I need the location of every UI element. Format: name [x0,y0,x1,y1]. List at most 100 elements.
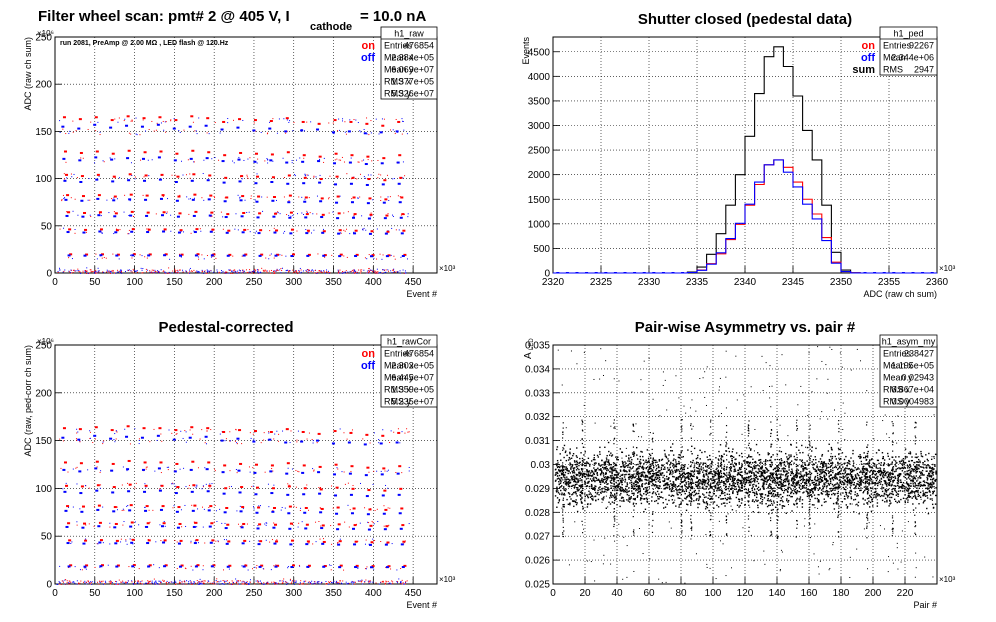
x-tick-label: 2360 [926,277,949,288]
asym-point [635,470,637,472]
asym-point [783,480,785,483]
baseline-dot [191,270,193,272]
event-dot [288,484,290,486]
stats-row-value: 476854 [404,349,434,359]
y-tick-label: 0 [544,269,550,280]
event-dot [250,198,252,200]
event-dot [297,526,299,528]
event-dot [222,579,224,581]
series-off-mark [241,231,245,234]
event-dot [367,174,369,176]
y-tick-label: 0.033 [525,388,550,399]
series-off-mark [236,437,240,440]
series-off-mark [174,181,178,184]
event-dot [280,268,282,270]
asym-point [832,469,834,472]
asym-point [605,466,608,468]
asym-point [715,495,717,497]
event-dot [175,269,177,271]
asym-point [733,481,735,484]
baseline-dot [158,580,160,582]
asym-point [619,470,622,472]
event-dot [76,428,78,430]
series-off-mark [301,160,305,163]
baseline-dot [382,581,384,583]
asym-point [760,468,762,470]
event-dot [346,256,348,258]
asym-point [575,463,577,466]
baseline-dot [337,269,339,271]
asym-point [790,491,792,494]
baseline-dot [387,580,389,582]
asym-point [879,468,882,470]
event-dot [232,255,234,257]
asym-point [602,463,604,466]
asym-point [743,460,746,462]
series-off-mark [128,198,132,201]
asym-point [576,447,578,449]
asym-point [698,463,701,465]
event-dot [253,122,255,124]
baseline-dot [78,582,80,584]
baseline-dot [325,272,327,274]
asym-point [579,479,581,482]
event-dot [320,487,322,489]
asym-point [777,478,779,480]
series-on-mark [194,210,198,213]
asym-point [562,472,564,475]
event-dot [109,580,111,582]
baseline-dot [242,269,244,271]
event-dot [173,505,175,507]
baseline-dot [339,269,341,271]
baseline-dot [141,272,143,274]
asym-point [558,474,561,477]
event-dot [295,486,297,488]
event-dot [135,133,137,135]
baseline-dot [97,581,99,583]
x-tick-label: 2330 [638,277,661,288]
event-dot [250,437,252,439]
asym-point [760,474,762,477]
asym-point [806,473,809,476]
event-dot [149,521,151,523]
asym-point [654,484,656,486]
series-off-mark [145,525,149,528]
series-on-mark [194,521,198,524]
baseline-dot [134,583,136,585]
stats-row-value: 2947 [914,65,934,75]
series-off-mark [398,201,402,204]
baseline-dot [246,583,248,585]
asym-point [666,486,668,489]
stats-row-label: Mean x [384,53,414,63]
baseline-dot [237,581,239,583]
asym-point [753,474,755,476]
x-tick-label: 60 [643,588,655,599]
baseline-dot [314,581,316,583]
asym-point [610,467,613,470]
asym-point [867,489,870,491]
event-dot [275,564,277,566]
baseline-dot [234,269,236,271]
asym-point [570,498,572,500]
baseline-dot [84,582,86,584]
asym-point [836,478,839,480]
event-dot [118,117,120,119]
asym-point [611,494,614,496]
asym-point [670,483,672,485]
asym-point [884,474,886,476]
baseline-dot [403,583,405,585]
asym-point [704,480,706,483]
series-off-mark [336,217,340,220]
asym-point [913,491,915,493]
event-dot [172,482,174,484]
asym-point [579,461,581,464]
asym-point [677,478,680,480]
event-dot [153,130,155,132]
baseline-dot [269,272,271,274]
asym-point [915,471,918,473]
event-dot [400,214,402,216]
series-on-mark [301,120,305,123]
event-dot [372,522,374,524]
asym-point [683,484,686,486]
baseline-dot [313,583,315,585]
